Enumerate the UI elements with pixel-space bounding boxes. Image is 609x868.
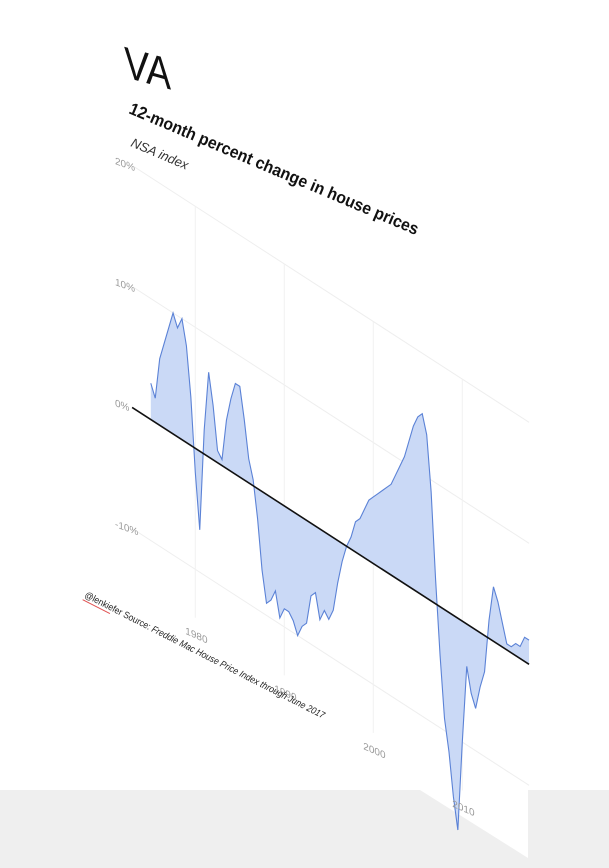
gridline-y: [132, 286, 530, 544]
zero-axis-line: [131, 406, 530, 665]
handle-underline: [82, 599, 111, 615]
series-line: [150, 310, 530, 831]
gridline-y: [132, 528, 530, 786]
area-series: [150, 310, 530, 831]
zero-line: [131, 406, 530, 665]
y-tick-label: 0%: [115, 398, 129, 414]
gridline-y: [132, 165, 530, 423]
